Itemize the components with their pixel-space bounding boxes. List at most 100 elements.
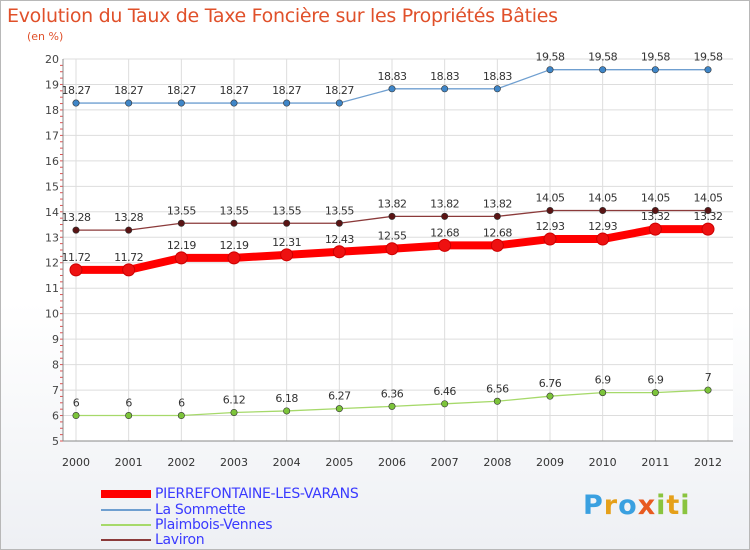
data-point	[651, 66, 659, 74]
legend-swatch	[101, 509, 151, 511]
data-point	[283, 219, 291, 227]
data-label: 11.72	[62, 251, 91, 264]
data-label: 18.27	[325, 84, 354, 97]
data-label: 12.68	[430, 226, 459, 239]
y-tick-label: 10	[45, 308, 59, 321]
unit-label: (en %)	[27, 30, 64, 43]
data-label: 18.83	[378, 70, 407, 83]
legend-label: Laviron	[155, 532, 205, 548]
data-point	[546, 207, 554, 215]
logo-letter: o	[618, 490, 638, 521]
data-point	[177, 412, 185, 420]
data-point	[546, 66, 554, 74]
x-tick-label: 2002	[167, 456, 195, 469]
data-point	[332, 245, 346, 259]
data-point	[596, 232, 610, 246]
data-point	[72, 226, 80, 234]
data-point	[280, 248, 294, 262]
data-label: 6.9	[595, 374, 611, 387]
data-label: 6	[125, 397, 132, 410]
legend-label: La Sommette	[155, 502, 246, 518]
y-tick-label: 7	[52, 384, 59, 397]
data-point	[493, 85, 501, 93]
data-point	[438, 238, 452, 252]
data-point	[493, 212, 501, 220]
data-point	[704, 207, 712, 215]
logo-letter: P	[583, 490, 604, 521]
legend-item-la-sommette: La Sommette	[101, 502, 421, 518]
data-point	[543, 232, 557, 246]
y-tick-label: 14	[45, 206, 59, 219]
proxiti-logo: Proxiti	[583, 490, 691, 521]
legend-item-laviron: Laviron	[101, 532, 421, 548]
data-label: 18.27	[62, 84, 91, 97]
data-point	[174, 251, 188, 265]
data-label: 12.19	[220, 239, 249, 252]
data-point	[230, 99, 238, 107]
data-label: 13.55	[167, 204, 196, 217]
data-label: 19.58	[536, 51, 565, 64]
x-tick-label: 2008	[483, 456, 511, 469]
y-tick-label: 15	[45, 180, 59, 193]
data-label: 13.82	[378, 197, 407, 210]
data-point	[546, 392, 554, 400]
data-point	[388, 85, 396, 93]
x-tick-label: 2004	[273, 456, 301, 469]
data-label: 18.83	[483, 70, 512, 83]
data-point	[227, 251, 241, 265]
data-label: 18.27	[272, 84, 301, 97]
logo-letter: r	[603, 490, 619, 521]
data-label: 6	[73, 397, 80, 410]
x-tick-label: 2006	[378, 456, 406, 469]
logo-letter: i	[656, 490, 667, 521]
data-label: 19.58	[588, 51, 617, 64]
data-label: 12.19	[167, 239, 196, 252]
data-label: 11.72	[114, 251, 143, 264]
data-label: 13.82	[430, 197, 459, 210]
chart-title: Evolution du Taux de Taxe Foncière sur l…	[7, 5, 558, 27]
data-point	[230, 408, 238, 416]
y-tick-label: 13	[45, 231, 59, 244]
y-tick-label: 16	[45, 155, 59, 168]
data-point	[385, 242, 399, 256]
data-point	[599, 66, 607, 74]
data-point	[335, 405, 343, 413]
data-label: 19.58	[694, 51, 723, 64]
x-tick-label: 2012	[694, 456, 722, 469]
legend-swatch	[101, 524, 151, 526]
x-tick-label: 2005	[325, 456, 353, 469]
data-point	[599, 207, 607, 215]
data-label: 14.05	[694, 192, 723, 205]
data-label: 14.05	[536, 192, 565, 205]
data-label: 18.27	[220, 84, 249, 97]
data-point	[69, 263, 83, 277]
legend-item-pierrefontaine: PIERREFONTAINE-LES-VARANS	[101, 486, 421, 502]
x-tick-label: 2011	[641, 456, 669, 469]
data-point	[388, 402, 396, 410]
data-label: 13.28	[114, 211, 143, 224]
data-label: 13.55	[272, 204, 301, 217]
x-tick-label: 2009	[536, 456, 564, 469]
data-label: 13.28	[62, 211, 91, 224]
data-point	[177, 99, 185, 107]
data-point	[493, 397, 501, 405]
data-point	[283, 99, 291, 107]
data-label: 7	[705, 371, 712, 384]
legend-swatch	[101, 490, 151, 498]
data-label: 6.46	[433, 385, 456, 398]
data-point	[490, 238, 504, 252]
data-label: 12.43	[325, 233, 354, 246]
data-point	[441, 212, 449, 220]
data-point	[125, 226, 133, 234]
data-label: 6.56	[486, 382, 509, 395]
x-tick-label: 2001	[115, 456, 143, 469]
line-chart: 5 6 7 8 9 10 11 12 13 14 15 16 17 18 19 20 2000 2001 2002 2…	[45, 51, 733, 469]
data-label: 13.32	[641, 210, 670, 223]
y-tick-label: 19	[45, 78, 59, 91]
logo-letter: x	[637, 490, 657, 521]
y-tick-label: 9	[52, 333, 59, 346]
data-label: 18.27	[114, 84, 143, 97]
x-tick-label: 2010	[589, 456, 617, 469]
y-tick-label: 18	[45, 104, 59, 117]
